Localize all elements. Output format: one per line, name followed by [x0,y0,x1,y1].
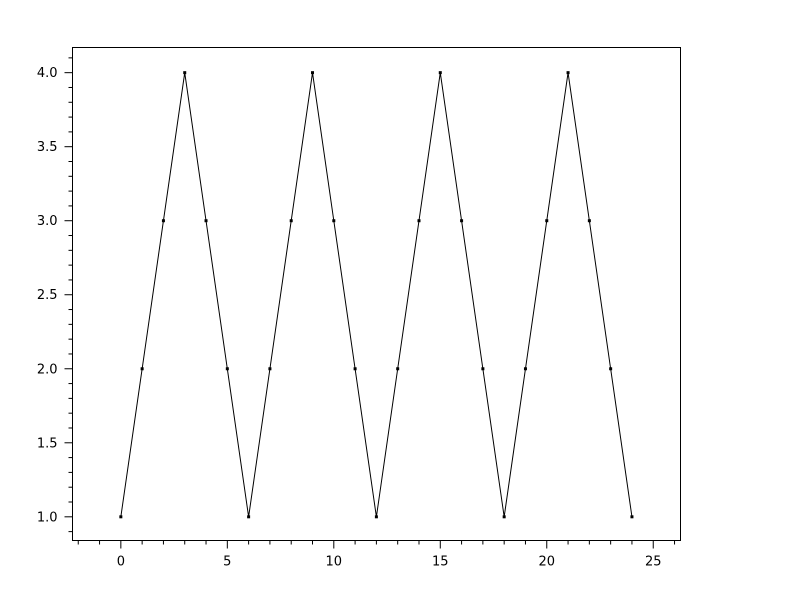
x-tick-label: 15 [432,555,449,570]
data-point-marker [225,367,229,371]
x-tick-label: 25 [645,555,662,570]
data-point-marker [204,219,208,223]
data-point-marker [161,219,165,223]
y-tick-label: 2.0 [37,362,58,377]
data-point-marker [587,219,591,223]
data-point-marker [289,219,293,223]
data-point-marker [183,71,187,75]
data-point-marker [268,367,272,371]
data-point-marker [417,219,421,223]
data-point-marker [119,515,123,519]
x-tick-label: 0 [117,555,125,570]
data-line [120,72,633,517]
y-tick-label: 4.0 [37,66,58,81]
data-point-marker [140,367,144,371]
data-point-marker [353,367,357,371]
data-point-marker [460,219,464,223]
plot-frame [72,47,681,541]
data-point-marker [438,71,442,75]
x-tick-label: 10 [326,555,343,570]
data-point-marker [545,219,549,223]
data-point-marker [247,515,251,519]
data-point-marker [523,367,527,371]
y-tick-label: 3.0 [37,214,58,229]
data-point-marker [396,367,400,371]
data-point-marker [630,515,634,519]
data-point-marker [332,219,336,223]
y-tick-label: 1.5 [37,436,58,451]
data-point-marker [374,515,378,519]
data-point-marker [311,71,315,75]
x-tick-label: 20 [538,555,555,570]
y-tick-label: 2.5 [37,288,58,303]
y-tick-label: 3.5 [37,140,58,155]
y-tick-label: 1.0 [37,510,58,525]
data-point-marker [609,367,613,371]
data-point-marker [502,515,506,519]
x-tick-label: 5 [223,555,231,570]
data-point-marker [481,367,485,371]
data-point-marker [566,71,570,75]
